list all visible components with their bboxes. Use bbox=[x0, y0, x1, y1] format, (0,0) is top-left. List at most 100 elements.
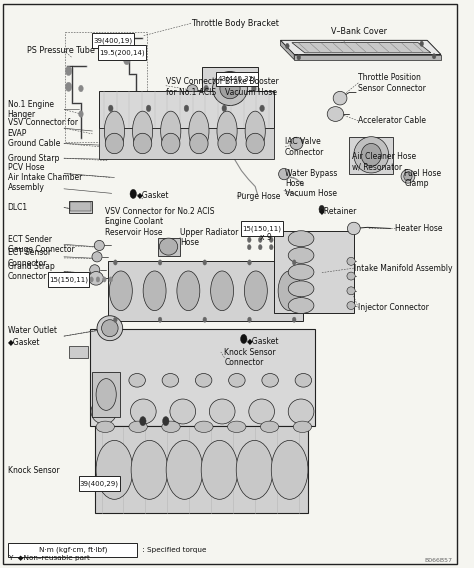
Text: x 9: x 9 bbox=[260, 233, 272, 242]
Bar bbox=[99, 128, 273, 160]
Polygon shape bbox=[281, 40, 294, 60]
Ellipse shape bbox=[105, 133, 124, 154]
Ellipse shape bbox=[293, 421, 311, 432]
Ellipse shape bbox=[129, 374, 146, 387]
Ellipse shape bbox=[228, 374, 245, 387]
Ellipse shape bbox=[333, 91, 347, 105]
FancyBboxPatch shape bbox=[9, 543, 137, 557]
Bar bbox=[95, 425, 308, 513]
Ellipse shape bbox=[96, 374, 112, 387]
Bar bbox=[69, 201, 92, 213]
Text: Accelerator Cable: Accelerator Cable bbox=[358, 116, 427, 126]
Text: PCV Hose
Air Intake Chamber
Assembly: PCV Hose Air Intake Chamber Assembly bbox=[8, 162, 82, 193]
Ellipse shape bbox=[222, 105, 227, 111]
Ellipse shape bbox=[124, 39, 130, 48]
Ellipse shape bbox=[109, 271, 132, 311]
Text: Water Bypass
Hose: Water Bypass Hose bbox=[285, 169, 337, 189]
Ellipse shape bbox=[113, 260, 117, 265]
Ellipse shape bbox=[163, 416, 169, 425]
Bar bbox=[90, 329, 315, 425]
Ellipse shape bbox=[290, 137, 303, 150]
Ellipse shape bbox=[187, 85, 198, 96]
Ellipse shape bbox=[195, 421, 213, 432]
Ellipse shape bbox=[347, 287, 355, 295]
Ellipse shape bbox=[361, 144, 382, 166]
Ellipse shape bbox=[278, 271, 301, 311]
Text: : Specified torque: : Specified torque bbox=[140, 547, 207, 553]
Ellipse shape bbox=[162, 374, 179, 387]
Ellipse shape bbox=[247, 237, 251, 243]
Ellipse shape bbox=[79, 85, 83, 92]
Ellipse shape bbox=[166, 440, 203, 499]
Ellipse shape bbox=[146, 105, 151, 111]
Ellipse shape bbox=[220, 78, 240, 99]
Ellipse shape bbox=[288, 248, 314, 264]
Bar bbox=[99, 91, 273, 128]
Text: DLC1: DLC1 bbox=[8, 203, 27, 212]
Text: Air Cleaner Hose
w/ Resonator: Air Cleaner Hose w/ Resonator bbox=[352, 152, 416, 172]
Text: Upper Radiator
Hose: Upper Radiator Hose bbox=[181, 228, 239, 247]
Ellipse shape bbox=[143, 271, 166, 311]
Text: N·m (kgf·cm, ft·lbf): N·m (kgf·cm, ft·lbf) bbox=[38, 546, 107, 553]
Bar bbox=[92, 372, 120, 417]
Ellipse shape bbox=[184, 105, 189, 111]
Ellipse shape bbox=[347, 302, 355, 310]
Text: 15(150,11): 15(150,11) bbox=[49, 276, 88, 283]
Ellipse shape bbox=[158, 260, 162, 265]
Text: VSV Connector for No.2 ACIS
Engine Coolant
Reservoir Hose: VSV Connector for No.2 ACIS Engine Coola… bbox=[105, 207, 215, 237]
Ellipse shape bbox=[269, 245, 273, 250]
Ellipse shape bbox=[249, 399, 274, 424]
Text: VSV Connector
for No.1 ACIS: VSV Connector for No.1 ACIS bbox=[166, 77, 223, 97]
Ellipse shape bbox=[262, 374, 278, 387]
Ellipse shape bbox=[319, 205, 325, 213]
Text: 39(400,29): 39(400,29) bbox=[80, 480, 119, 487]
Ellipse shape bbox=[113, 317, 117, 322]
Text: Knock Sensor
Connector: Knock Sensor Connector bbox=[225, 348, 276, 367]
Ellipse shape bbox=[228, 421, 246, 432]
Ellipse shape bbox=[159, 238, 178, 255]
Ellipse shape bbox=[65, 66, 72, 76]
Ellipse shape bbox=[92, 252, 102, 262]
Ellipse shape bbox=[130, 189, 137, 198]
Bar bbox=[202, 67, 257, 110]
Ellipse shape bbox=[295, 374, 311, 387]
Text: 15(150,11): 15(150,11) bbox=[243, 225, 282, 232]
Ellipse shape bbox=[203, 317, 207, 322]
Ellipse shape bbox=[133, 133, 152, 154]
Text: Ground Cable: Ground Cable bbox=[8, 139, 60, 148]
Ellipse shape bbox=[247, 260, 251, 265]
Ellipse shape bbox=[79, 111, 83, 117]
Ellipse shape bbox=[240, 335, 247, 344]
Ellipse shape bbox=[401, 169, 415, 183]
Ellipse shape bbox=[101, 320, 118, 337]
Ellipse shape bbox=[140, 416, 146, 425]
Bar bbox=[71, 202, 91, 211]
Ellipse shape bbox=[96, 440, 133, 499]
Bar bbox=[109, 261, 303, 321]
Text: Throttle Body Bracket: Throttle Body Bracket bbox=[191, 19, 279, 28]
Ellipse shape bbox=[247, 317, 251, 322]
Text: No.1 Engine
Hanger: No.1 Engine Hanger bbox=[8, 100, 54, 119]
Ellipse shape bbox=[170, 399, 196, 424]
Text: 39(400,19): 39(400,19) bbox=[93, 37, 133, 44]
Ellipse shape bbox=[195, 374, 212, 387]
Ellipse shape bbox=[279, 168, 290, 179]
Ellipse shape bbox=[94, 240, 104, 250]
Text: Intake Manifold Assembly: Intake Manifold Assembly bbox=[354, 264, 452, 273]
Text: Fuel Hose
Clamp: Fuel Hose Clamp bbox=[404, 169, 441, 189]
Ellipse shape bbox=[89, 272, 103, 285]
Ellipse shape bbox=[260, 105, 264, 111]
FancyBboxPatch shape bbox=[48, 272, 89, 287]
FancyBboxPatch shape bbox=[99, 45, 146, 60]
Ellipse shape bbox=[177, 271, 200, 311]
Text: 19.5(200,14): 19.5(200,14) bbox=[100, 49, 145, 56]
Ellipse shape bbox=[162, 421, 180, 432]
Ellipse shape bbox=[96, 421, 114, 432]
Text: ◆Gasket: ◆Gasket bbox=[247, 336, 280, 345]
Ellipse shape bbox=[245, 271, 267, 311]
Ellipse shape bbox=[131, 440, 168, 499]
Ellipse shape bbox=[201, 440, 238, 499]
Text: Knock Sensor: Knock Sensor bbox=[8, 466, 59, 475]
Polygon shape bbox=[281, 40, 441, 55]
Ellipse shape bbox=[124, 56, 130, 65]
